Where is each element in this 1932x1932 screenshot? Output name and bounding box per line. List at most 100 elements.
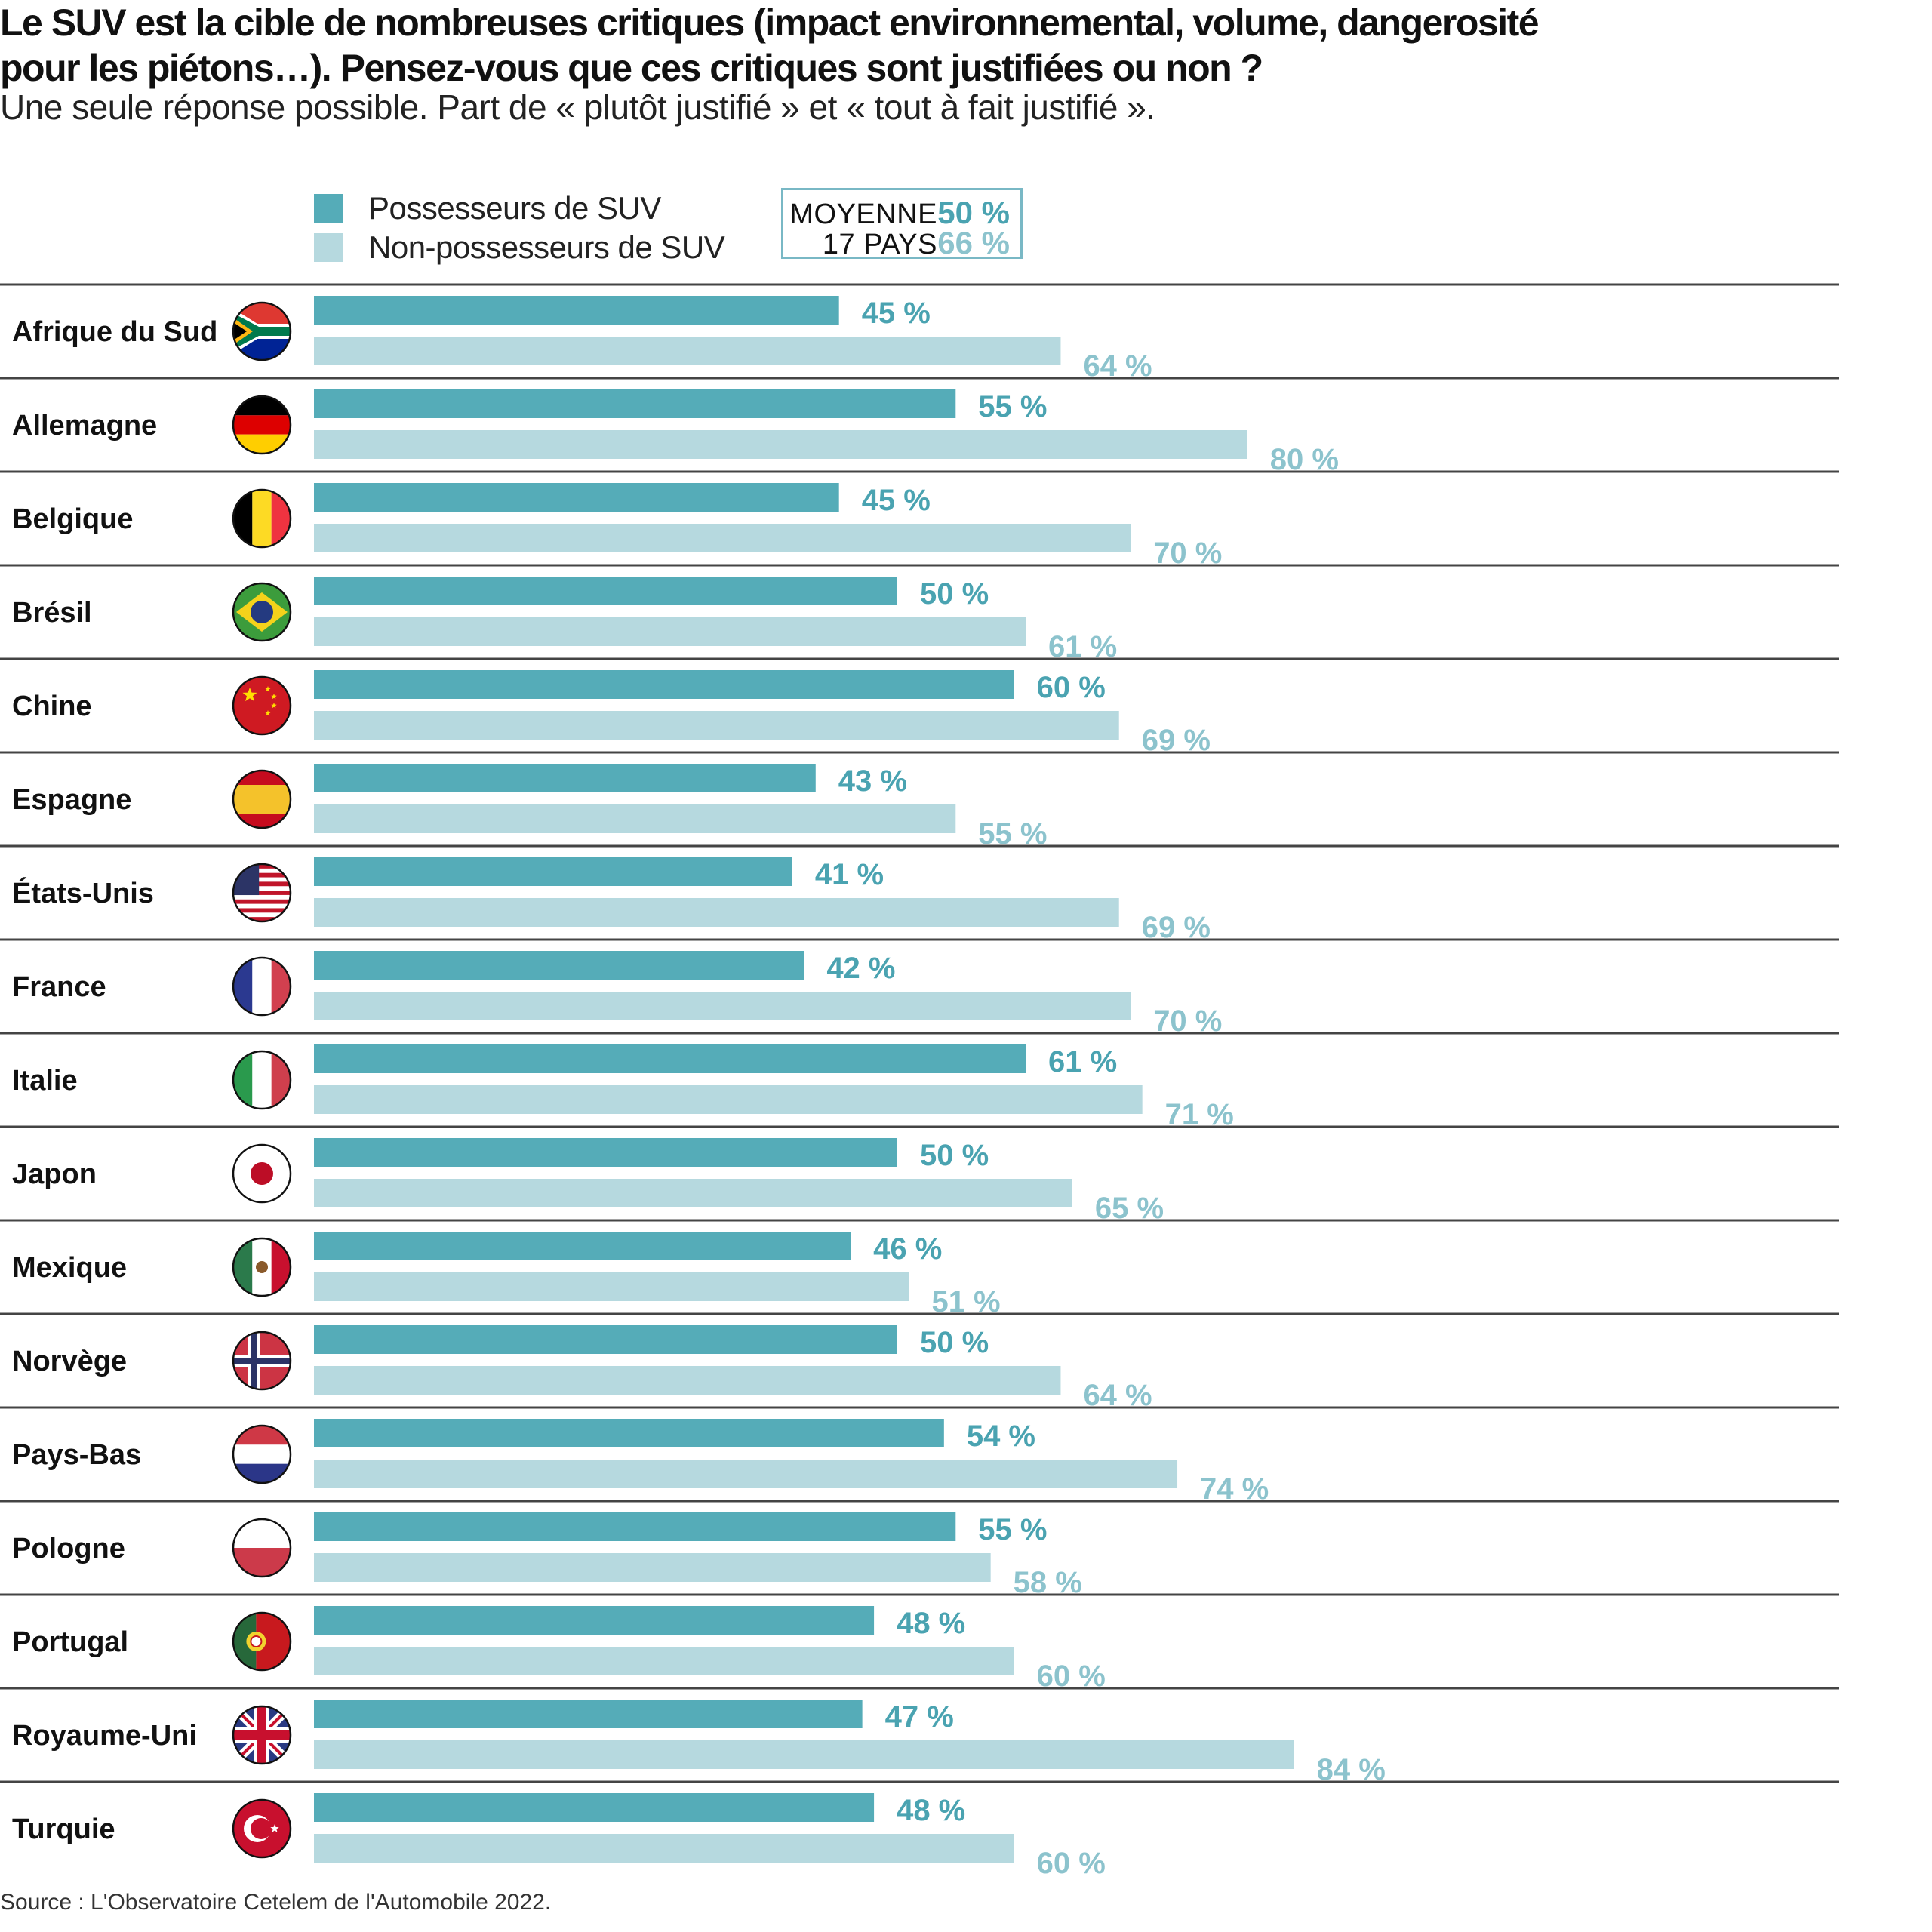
flag-star xyxy=(271,694,277,700)
value-label-owners: 55 % xyxy=(978,1513,1047,1546)
average-label-line1: MOYENNE xyxy=(789,198,937,230)
flag-outline xyxy=(232,1611,292,1672)
bar-owners xyxy=(314,1606,875,1635)
flag-part xyxy=(233,677,291,734)
flag-outline xyxy=(232,1331,292,1391)
flag-stripe xyxy=(233,908,291,913)
flag-stripe xyxy=(233,864,291,869)
bar-owners xyxy=(314,857,792,886)
flag-part xyxy=(271,958,291,1015)
country-label: Allemagne xyxy=(12,410,157,441)
average-non-owners-value: 66 % xyxy=(937,225,1010,260)
flag-outline xyxy=(232,1518,292,1578)
flag-part xyxy=(233,415,291,435)
value-label-owners: 46 % xyxy=(873,1232,942,1266)
bar-owners xyxy=(314,296,839,325)
source-note: Source : L'Observatoire Cetelem de l'Aut… xyxy=(0,1890,552,1915)
flag-shield xyxy=(250,1635,263,1647)
flag-part xyxy=(233,785,291,814)
country-label: États-Unis xyxy=(12,876,154,909)
flag-part xyxy=(233,958,253,1015)
bar-non-owners xyxy=(314,524,1131,552)
flag-part xyxy=(233,1444,291,1464)
value-label-owners: 47 % xyxy=(885,1700,954,1734)
country-label: Brésil xyxy=(12,597,92,629)
flag-star xyxy=(265,686,271,692)
average-label-line2: 17 PAYS xyxy=(822,229,937,260)
bar-owners xyxy=(314,670,1014,699)
value-label-owners: 48 % xyxy=(897,1794,965,1827)
flag-part xyxy=(233,434,291,454)
flag-globe xyxy=(251,601,273,623)
flag-outline xyxy=(232,1237,292,1297)
flag-part xyxy=(271,1238,291,1296)
country-label: Norvège xyxy=(12,1346,127,1377)
value-label-owners: 45 % xyxy=(862,484,931,517)
flag-part xyxy=(271,1051,291,1109)
bar-non-owners xyxy=(314,1553,991,1582)
country-label: Afrique du Sud xyxy=(12,316,217,348)
bar-owners xyxy=(314,764,816,792)
flag-crescent-cut xyxy=(251,1818,272,1839)
japan-flag-icon xyxy=(233,1145,291,1202)
country-label: Italie xyxy=(12,1065,78,1097)
value-label-owners: 50 % xyxy=(920,1326,989,1359)
country-label: Royaume-Uni xyxy=(12,1720,197,1752)
bar-non-owners xyxy=(314,1647,1014,1675)
flag-triangle xyxy=(233,322,247,340)
average-box: MOYENNE 50 % 17 PAYS 66 % xyxy=(781,188,1023,260)
flag-outline xyxy=(232,1424,292,1484)
flag-outline xyxy=(232,863,292,923)
bar-owners xyxy=(314,1044,1026,1073)
flag-part xyxy=(252,958,272,1015)
country-label: Japon xyxy=(12,1158,97,1190)
value-label-owners: 45 % xyxy=(862,297,931,330)
flag-part xyxy=(233,1548,291,1577)
chart-subtitle: Une seule réponse possible. Part de « pl… xyxy=(0,88,1155,127)
country-label: Portugal xyxy=(12,1626,128,1658)
flag-outline xyxy=(232,301,292,361)
flag-outline xyxy=(232,488,292,549)
legend-item-non-owners: Non-possesseurs de SUV xyxy=(314,228,725,267)
bar-non-owners xyxy=(314,804,956,833)
value-label-owners: 60 % xyxy=(1037,671,1106,704)
bar-owners xyxy=(314,1232,851,1260)
flag-outline xyxy=(232,1050,292,1110)
bar-non-owners xyxy=(314,1085,1143,1114)
bar-non-owners xyxy=(314,1460,1178,1488)
flag-stripe xyxy=(233,917,291,921)
bar-non-owners xyxy=(314,1366,1061,1395)
country-label: Espagne xyxy=(12,784,131,816)
legend-label-owners: Possesseurs de SUV xyxy=(368,190,661,226)
flag-part xyxy=(233,1426,291,1445)
china-flag-icon xyxy=(233,677,291,734)
flag-part xyxy=(233,1519,291,1548)
flag-part xyxy=(233,1051,253,1109)
bar-owners xyxy=(314,1700,863,1728)
turkey-flag-icon xyxy=(233,1800,291,1857)
bar-non-owners xyxy=(314,992,1131,1020)
value-label-owners: 55 % xyxy=(978,390,1047,423)
average-owners-value: 50 % xyxy=(937,195,1010,230)
bar-owners xyxy=(314,389,956,418)
flag-star xyxy=(270,1824,279,1832)
country-label: Pays-Bas xyxy=(12,1439,141,1471)
value-label-owners: 41 % xyxy=(815,858,884,891)
flag-part xyxy=(233,490,253,547)
bar-non-owners xyxy=(314,1179,1072,1208)
bar-non-owners xyxy=(314,1834,1014,1863)
uk-flag-icon xyxy=(233,1706,291,1764)
flag-part xyxy=(233,1730,291,1740)
bar-owners xyxy=(314,1325,897,1354)
